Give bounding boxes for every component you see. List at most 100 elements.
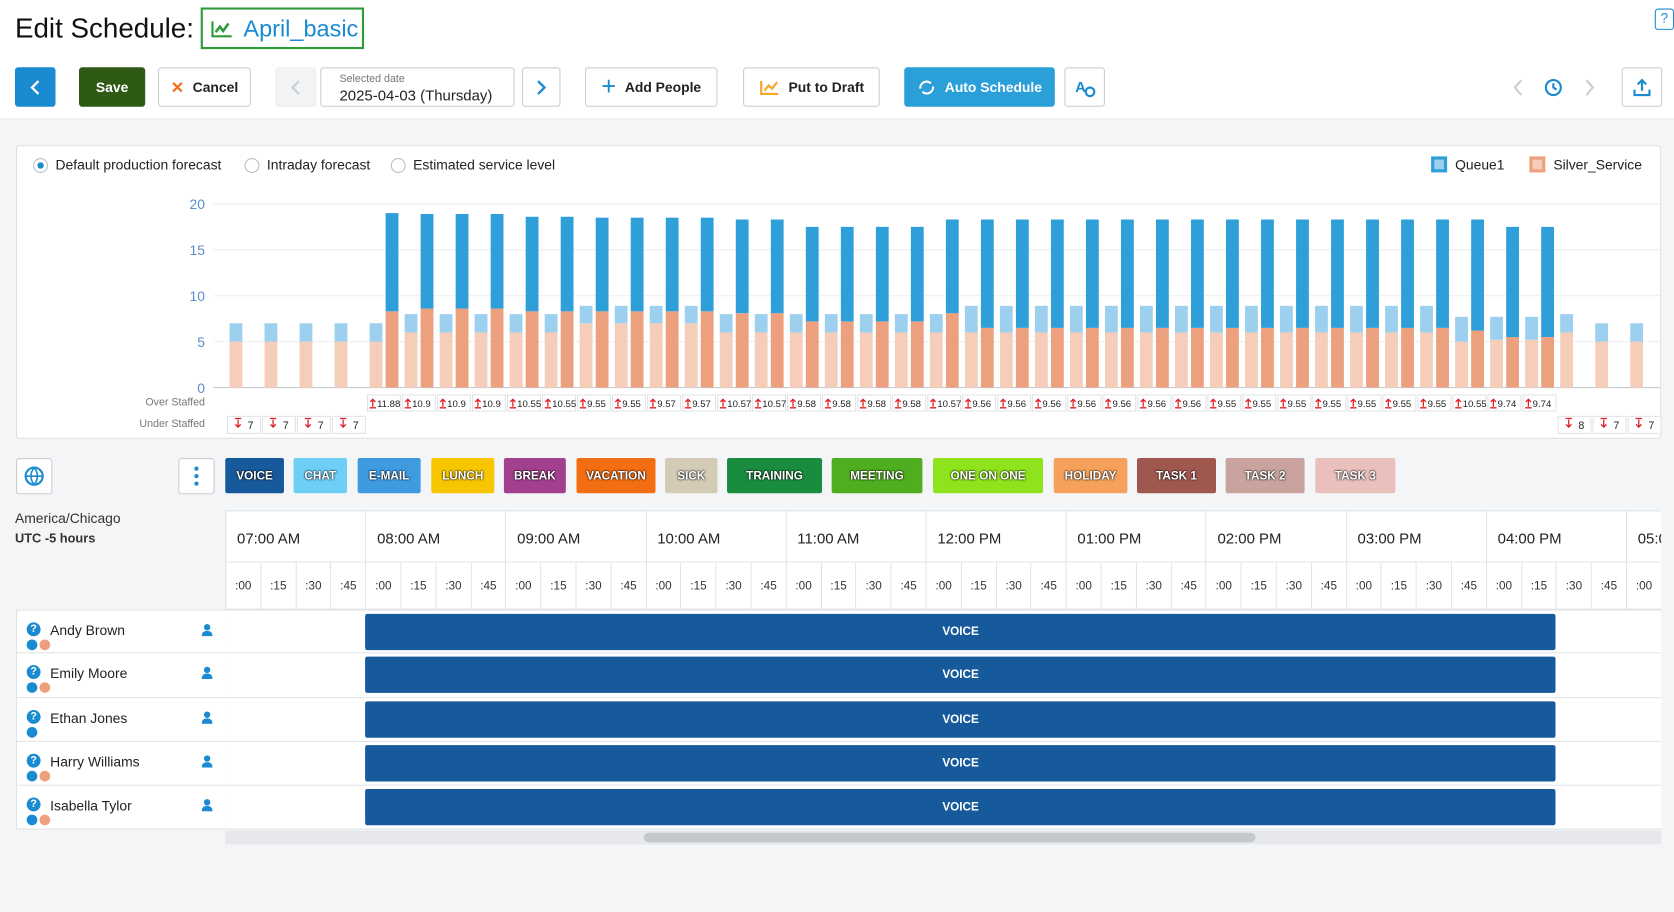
up-arrow (369, 398, 377, 409)
activity-chip[interactable]: VOICE (225, 458, 284, 494)
forecast-option[interactable]: Default production forecast (33, 157, 221, 173)
minute-label: :45 (891, 562, 927, 610)
agent-icon[interactable] (201, 711, 214, 724)
required-bar (1280, 332, 1293, 388)
activity-chip[interactable]: TRAINING (727, 458, 823, 494)
history-next[interactable] (1585, 79, 1595, 96)
agent-icon[interactable] (201, 623, 214, 637)
required-bar (544, 314, 558, 333)
minute-label: :00 (926, 562, 962, 610)
scrollbar[interactable] (225, 830, 1662, 845)
activity-chip[interactable]: TASK 3 (1315, 458, 1396, 494)
over-staffed-box (542, 394, 576, 412)
radio-label: Intraday forecast (266, 156, 371, 173)
over-staffed-value: 9.55 (1288, 399, 1307, 410)
required-bar (1315, 305, 1328, 333)
down-arrow (339, 417, 347, 428)
up-arrow (1139, 398, 1147, 409)
y-tick-label: 20 (190, 196, 206, 212)
save-button[interactable]: Save (79, 67, 146, 107)
auto-icon (919, 80, 935, 94)
date-field[interactable]: Selected date 2025-04-03 (Thursday) (320, 67, 515, 107)
radio-circle (390, 157, 406, 173)
menu-button[interactable] (178, 458, 215, 495)
agent-name: Harry Williams (50, 753, 140, 770)
up-arrow (579, 398, 587, 409)
activity-chip[interactable]: CHAT (293, 458, 347, 494)
minute-label: :15 (541, 562, 577, 610)
scrollbar-thumb[interactable] (643, 832, 1256, 843)
required-bar (1490, 339, 1503, 388)
down-arrow (1600, 417, 1607, 428)
cancel-button[interactable]: ✕ Cancel (158, 67, 251, 107)
scheduled-bar (1085, 327, 1099, 388)
activity-chip[interactable]: MEETING (831, 458, 923, 494)
activity-block[interactable]: VOICE (365, 656, 1556, 694)
agent-icon[interactable] (201, 666, 214, 680)
hour-label: 08:00 AM (366, 511, 507, 563)
icon-head (203, 711, 211, 718)
activity-chip[interactable]: E-MAIL (357, 458, 421, 494)
scheduled-bar (630, 311, 644, 388)
prev-date-button[interactable] (275, 67, 317, 107)
under-staffed-box (1592, 415, 1627, 434)
forecast-option[interactable]: Estimated service level (390, 157, 555, 173)
required-bar (369, 323, 383, 342)
forecast-option[interactable]: Intraday forecast (244, 157, 370, 173)
activity-block[interactable]: VOICE (365, 745, 1556, 782)
forecast-panel (16, 145, 1662, 439)
over-staffed-box (1452, 394, 1487, 412)
chevron-left (30, 79, 40, 95)
activity-chip[interactable]: SICK (665, 458, 718, 494)
next-date-button[interactable] (522, 67, 561, 107)
up-arrow (894, 398, 902, 409)
globe-icon (24, 466, 44, 486)
auto-schedule-button[interactable]: Auto Schedule (904, 67, 1055, 107)
up-arrow (1210, 398, 1217, 409)
schedule-name: April_basic (243, 14, 359, 42)
history-icon[interactable] (1544, 79, 1562, 97)
agent-icon[interactable] (201, 755, 214, 768)
over-staffed-box (787, 394, 822, 412)
agent-schedule: VOICE (225, 741, 1662, 786)
over-staffed-box (962, 394, 997, 412)
history-prev[interactable] (1513, 79, 1523, 96)
over-staffed-value: 9.56 (1112, 399, 1131, 410)
activity-chip[interactable]: VACATION (576, 458, 656, 494)
y-tick-label: 10 (190, 288, 206, 304)
scheduled-bar (1401, 219, 1414, 328)
activity-block[interactable]: VOICE (365, 613, 1556, 651)
add-people-button[interactable]: + Add People (585, 67, 718, 107)
settings-button[interactable]: A (1064, 67, 1105, 107)
timezone-button[interactable] (16, 458, 53, 495)
help-icon[interactable]: ? (1654, 8, 1674, 30)
under-staffed-box (226, 415, 261, 434)
activity-block[interactable]: VOICE (365, 789, 1556, 826)
agent-icon[interactable] (201, 799, 214, 812)
activity-chip[interactable]: ONE ON ONE (933, 458, 1044, 494)
up-arrow (1175, 398, 1182, 409)
up-arrow (544, 398, 552, 409)
activity-chip[interactable]: BREAK (503, 458, 566, 494)
export-button[interactable] (1621, 67, 1663, 107)
activity-chip[interactable]: LUNCH (431, 458, 495, 494)
required-bar (754, 332, 768, 388)
under-staffed-box (1557, 415, 1592, 434)
over-staffed-value: 9.55 (1393, 399, 1412, 410)
back-button[interactable] (14, 67, 56, 107)
put-to-draft-button[interactable]: Put to Draft (743, 67, 880, 107)
activity-block[interactable]: VOICE (365, 700, 1556, 738)
scheduled-bar (805, 226, 819, 322)
scheduled-bar (1436, 219, 1449, 328)
activity-chip[interactable]: HOLIDAY (1053, 458, 1128, 494)
scheduled-bar (525, 311, 539, 388)
required-bar (404, 332, 418, 388)
minute-label: :45 (1451, 562, 1487, 610)
activity-chip[interactable]: TASK 1 (1136, 458, 1216, 494)
activity-chip[interactable]: TASK 2 (1225, 458, 1305, 494)
skill-dot (26, 682, 38, 694)
over-staffed-value: 9.56 (1077, 399, 1096, 410)
minute-label: :15 (961, 562, 997, 610)
plus-icon: + (601, 72, 617, 101)
